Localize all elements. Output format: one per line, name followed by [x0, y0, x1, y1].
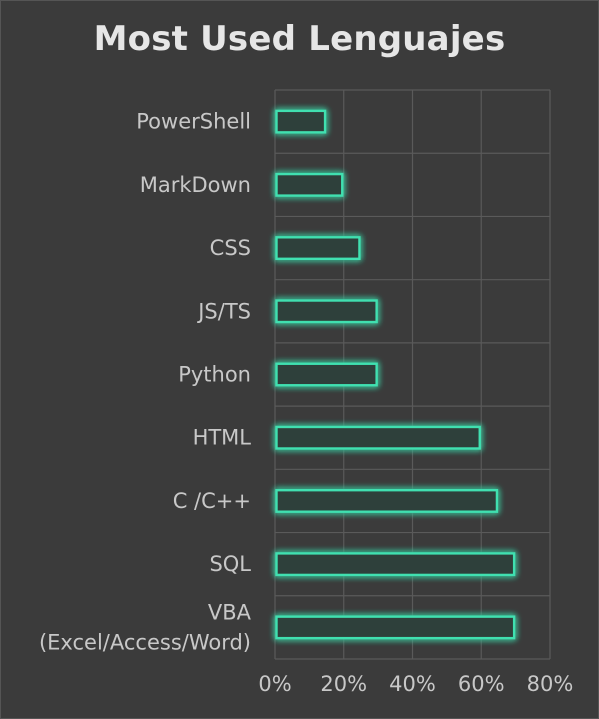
grid-lines: [274, 89, 551, 660]
x-tick-label: 80%: [527, 672, 574, 696]
category-label: VBA (Excel/Access/Word): [39, 600, 252, 654]
x-axis-tick-labels: 0% 20% 40% 60% 80%: [258, 672, 573, 696]
bar: [275, 425, 481, 450]
bar: [275, 362, 378, 387]
category-label: PowerShell: [136, 110, 251, 134]
category-labels: PowerShell MarkDown CSS JS/TS Python HTML C /C…: [39, 110, 252, 655]
category-label: MarkDown: [140, 173, 251, 197]
bar: [275, 299, 378, 324]
bar: [275, 236, 361, 261]
bar: [275, 172, 344, 197]
bar: [275, 109, 327, 134]
bar: [275, 488, 499, 513]
chart-title: Most Used Lenguajes: [93, 19, 506, 59]
category-label: Python: [178, 363, 251, 387]
category-label: C /C++: [173, 489, 251, 513]
x-tick-label: 0%: [258, 672, 291, 696]
bars: [275, 109, 516, 640]
category-label: CSS: [210, 236, 251, 260]
x-tick-label: 20%: [320, 672, 367, 696]
x-tick-label: 60%: [458, 672, 505, 696]
bar: [275, 552, 516, 577]
category-label: HTML: [193, 426, 252, 450]
category-label: SQL: [209, 552, 251, 576]
category-label: JS/TS: [196, 299, 251, 323]
x-tick-label: 40%: [389, 672, 436, 696]
bar: [275, 615, 516, 640]
